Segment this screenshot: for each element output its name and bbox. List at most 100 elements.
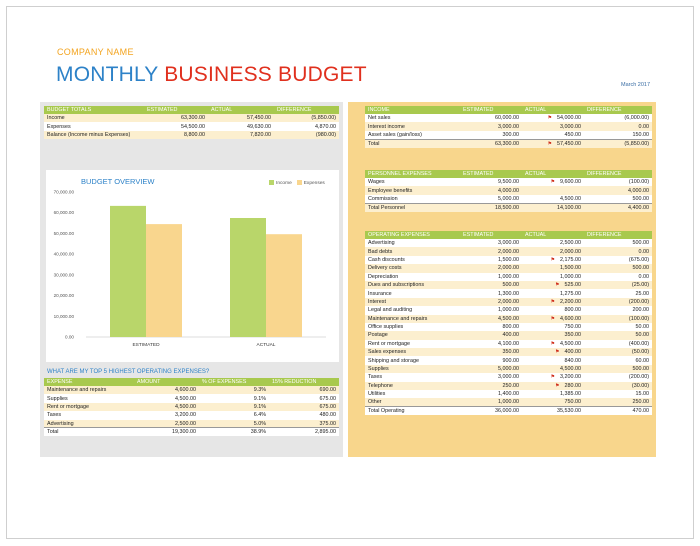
cell-value: 350.00 [522,331,584,340]
chart-title: BUDGET OVERVIEW [81,177,155,186]
table-row: Total Operating 36,000.00 35,530.00 470.00 [365,406,652,416]
chart-legend: Income Expenses [269,180,325,186]
table-row: Dues and subscriptions 500.00 ⚑ 525.00 (25.0… [365,280,652,290]
table-row: Asset sales (gain/loss) 300.00 450.00 150.0… [365,130,652,140]
cell-value: 8,800.00 [144,130,208,140]
bar-expenses-estimated [146,224,182,337]
table-header-row: OPERATING EXPENSES ESTIMATED ACTUAL DIFFERE… [365,231,652,239]
table-row: Rent or mortgage 4,100.00 ⚑ 4,500.00 (400.00… [365,339,652,349]
row-label: Wages [365,178,460,187]
row-label: Shipping and storage [365,356,460,365]
x-category-label: ACTUAL [257,342,276,348]
table-header-row: INCOME ESTIMATED ACTUAL DIFFERENCE [365,106,652,114]
cell-value: (980.00) [274,130,339,140]
cell-value: 2,000.00 [460,247,522,256]
cell-value: 9.1% [199,394,269,403]
table-header-row: PERSONNEL EXPENSES ESTIMATED ACTUAL DIFFERE… [365,170,652,178]
page-title: MONTHLY BUSINESS BUDGET [56,63,367,87]
table-row: Wages 9,500.00 ⚑ 9,600.00 (100.00) [365,178,652,187]
cell-value: 9.1% [199,402,269,412]
y-tick-label: 60,000.00 [54,210,75,215]
row-label: Employee benefits [365,186,460,195]
row-label: Maintenance and repairs [365,314,460,323]
row-label: Total [44,427,134,437]
flag-icon: ⚑ [550,298,556,305]
cell-value: 36,000.00 [460,406,522,416]
cell-value: 14,100.00 [522,202,584,212]
row-label: Expenses [44,122,144,131]
row-label: Taxes [365,373,460,382]
table-row: Shipping and storage 900.00 840.00 60.00 [365,356,652,365]
cell-value: 500.00 [460,280,522,290]
table-row: Utilities 1,400.00 1,385.00 15.00 [365,390,652,399]
cell-value: 18,500.00 [460,202,522,212]
table-row: Balance (Income minus Expenses) 8,800.00 7… [44,130,339,140]
flag-icon: ⚑ [550,315,556,322]
cell-value: 300.00 [460,130,522,140]
cell-value: (100.00) [584,314,652,323]
cell-value: (30.00) [584,381,652,391]
row-label: Interest income [365,122,460,131]
cell-value: 4,000.00 [584,186,652,195]
cell-value: 15.00 [584,390,652,399]
cell-value: 1,275.00 [522,289,584,298]
row-label: Income [44,114,144,123]
cell-value: 0.00 [584,272,652,281]
cell-value: 750.00 [522,322,584,332]
cell-text: 525.00 [564,282,582,289]
cell-value: 2,000.00 [460,297,522,307]
column-header: INCOME [365,106,460,114]
table-row: Net sales 60,000.00 ⚑ 54,000.00 (6,000.00) [365,114,652,123]
flag-icon: ⚑ [555,282,560,289]
cell-value: 4,500.00 [522,194,584,204]
column-header: % OF EXPENSES [199,378,269,386]
cell-value: 4,870.00 [274,122,339,131]
cell-value: 63,300.00 [144,114,208,123]
legend-swatch-expenses [296,180,302,185]
flag-icon: ⚑ [555,349,560,356]
cell-value: 3,000.00 [460,373,522,382]
cell-value: (200.00) [584,373,652,382]
table-row: Sales expenses 350.00 ⚑ 400.00 (50.00) [365,348,652,357]
table-row: Cash discounts 1,500.00 ⚑ 2,175.00 (675.00) [365,255,652,265]
cell-value: ⚑ 280.00 [522,381,584,391]
row-label: Rent or mortgage [44,402,134,412]
table-row: Taxes 3,000.00 ⚑ 3,200.00 (200.00) [365,373,652,382]
column-header: ESTIMATED [460,231,522,239]
cell-value: 1,500.00 [460,255,522,265]
budget-overview-chart: BUDGET OVERVIEW Income Expenses 0.00 10,0… [46,170,339,362]
table-row: Office supplies 800.00 750.00 50.00 [365,322,652,332]
column-header: PERSONNEL EXPENSES [365,170,460,178]
row-label: Supplies [365,364,460,374]
cell-value: 60.00 [584,356,652,365]
cell-value: 675.00 [269,402,339,412]
cell-text: 3,200.00 [560,374,581,381]
cell-value: 63,300.00 [460,138,522,148]
cell-value: 19,300.00 [134,427,199,437]
cell-value: 500.00 [584,264,652,273]
company-name: COMPANY NAME [57,47,134,57]
cell-value: (5,850.00) [584,138,652,148]
cell-value: 6.4% [199,411,269,420]
column-header: ACTUAL [522,170,584,178]
column-header: DIFFERENCE [584,231,652,239]
table-row: Total Personnel 18,500.00 14,100.00 4,400.0… [365,202,652,212]
cell-value: 150.00 [584,130,652,140]
legend-item-income: Income [269,180,292,186]
cell-value: 350.00 [460,348,522,357]
cell-value: (400.00) [584,339,652,349]
cell-value: 38.9% [199,427,269,437]
row-label: Supplies [44,394,134,403]
cell-value: 750.00 [522,398,584,407]
row-label: Advertising [365,239,460,248]
cell-value: (100.00) [584,178,652,187]
flag-icon: ⚑ [550,179,556,186]
cell-value: 1,000.00 [460,306,522,315]
cell-value: 500.00 [584,194,652,204]
cell-value: 5,000.00 [460,194,522,204]
cell-value: 1,500.00 [522,264,584,273]
cell-value: 1,000.00 [522,272,584,281]
cell-value: 250.00 [460,381,522,391]
table-row: Total 63,300.00 ⚑ 57,450.00 (5,850.00) [365,138,652,148]
top5-expenses-table: EXPENSE AMOUNT% OF EXPENSES 15% REDUCTION M… [44,378,339,437]
